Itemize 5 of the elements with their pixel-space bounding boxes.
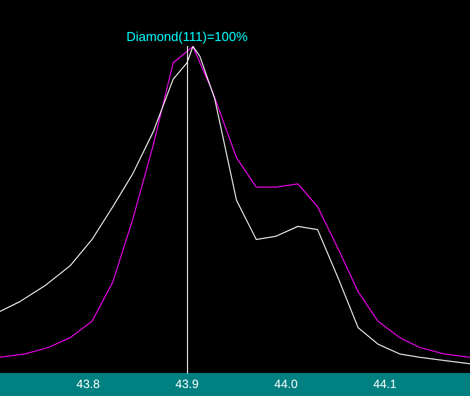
x-tick-label: 43.8 bbox=[76, 377, 100, 392]
x-tick-label: 44.1 bbox=[373, 377, 397, 392]
x-tick-label: 44.0 bbox=[274, 377, 298, 392]
x-tick-label: 43.9 bbox=[175, 377, 200, 392]
text: Diamond(111)=100% bbox=[126, 29, 248, 44]
